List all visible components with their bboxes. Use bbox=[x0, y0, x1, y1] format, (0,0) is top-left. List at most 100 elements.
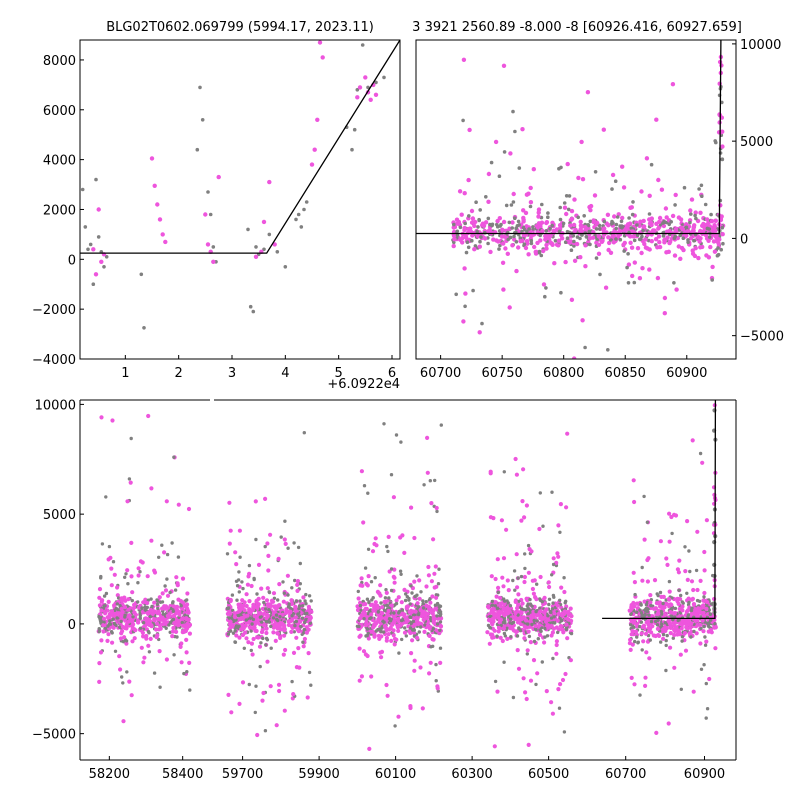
data-point-magenta bbox=[366, 574, 371, 579]
data-point-gray bbox=[419, 590, 423, 594]
data-point-magenta bbox=[521, 208, 526, 213]
data-point-gray bbox=[127, 477, 132, 481]
data-point-magenta bbox=[546, 580, 551, 585]
data-point-magenta bbox=[700, 460, 705, 465]
plot-frames-bottom bbox=[79, 398, 737, 761]
data-point-gray bbox=[629, 226, 634, 230]
data-point-gray bbox=[710, 278, 714, 282]
data-point-gray bbox=[664, 643, 668, 648]
data-point-gray bbox=[551, 621, 556, 625]
data-point-magenta bbox=[133, 628, 138, 633]
data-point-gray bbox=[303, 599, 307, 603]
data-point-gray bbox=[83, 225, 88, 229]
data-point-magenta bbox=[702, 590, 707, 596]
data-point-gray bbox=[593, 170, 598, 174]
data-point-gray bbox=[644, 603, 649, 607]
data-point-gray bbox=[566, 207, 571, 212]
data-point-gray bbox=[576, 215, 580, 220]
data-point-gray bbox=[514, 226, 518, 230]
data-point-gray bbox=[431, 627, 435, 631]
data-point-gray bbox=[438, 628, 442, 632]
data-point-magenta bbox=[632, 499, 637, 505]
data-point-magenta bbox=[119, 615, 124, 620]
data-point-magenta bbox=[680, 604, 685, 609]
data-point-magenta bbox=[100, 598, 105, 603]
data-point-magenta bbox=[263, 496, 268, 501]
data-point-magenta bbox=[184, 650, 189, 655]
data-point-gray bbox=[703, 643, 708, 647]
data-point-magenta bbox=[662, 626, 667, 631]
data-point-magenta bbox=[160, 615, 165, 620]
data-point-magenta bbox=[658, 539, 664, 544]
data-point-gray bbox=[233, 629, 237, 633]
data-point-gray bbox=[164, 626, 168, 630]
data-point-magenta bbox=[676, 601, 681, 607]
data-point-magenta bbox=[566, 609, 571, 615]
data-point-magenta bbox=[595, 220, 600, 226]
data-point-magenta bbox=[417, 596, 422, 601]
data-point-magenta bbox=[131, 606, 136, 611]
data-point-magenta bbox=[556, 554, 561, 559]
data-point-magenta bbox=[178, 644, 183, 650]
data-point-gray bbox=[530, 622, 534, 627]
data-point-magenta bbox=[386, 608, 391, 614]
data-point-gray bbox=[630, 212, 635, 217]
x-tick-top-right-label: 60900 bbox=[666, 366, 707, 381]
data-point-magenta bbox=[657, 633, 662, 639]
data-point-magenta bbox=[399, 600, 404, 605]
data-point-magenta bbox=[302, 636, 307, 642]
data-point-magenta bbox=[488, 469, 493, 474]
data-point-magenta bbox=[242, 600, 247, 605]
data-point-gray bbox=[102, 594, 107, 598]
data-point-magenta bbox=[358, 583, 363, 588]
data-point-gray bbox=[367, 393, 370, 396]
data-point-gray bbox=[661, 234, 666, 238]
data-point-gray bbox=[411, 628, 415, 632]
data-point-magenta bbox=[110, 640, 115, 645]
data-point-magenta bbox=[371, 625, 376, 630]
data-point-magenta bbox=[665, 235, 670, 240]
data-point-magenta bbox=[672, 632, 677, 638]
data-point-magenta bbox=[630, 642, 635, 647]
data-point-gray bbox=[237, 613, 241, 618]
data-point-magenta bbox=[656, 226, 661, 231]
data-point-magenta bbox=[702, 549, 707, 555]
data-point-gray bbox=[654, 619, 658, 624]
data-point-magenta bbox=[373, 621, 378, 627]
data-point-magenta bbox=[301, 644, 306, 649]
data-point-gray bbox=[510, 226, 514, 230]
data-point-magenta bbox=[283, 541, 288, 547]
data-point-gray bbox=[237, 590, 241, 594]
data-point-gray bbox=[622, 249, 626, 253]
data-point-gray bbox=[513, 588, 517, 592]
data-point-magenta bbox=[564, 505, 569, 510]
data-point-gray bbox=[514, 240, 519, 244]
data-point-magenta bbox=[160, 232, 165, 237]
data-point-gray bbox=[519, 574, 524, 579]
data-point-magenta bbox=[556, 243, 561, 248]
data-point-magenta bbox=[140, 560, 145, 565]
data-point-magenta bbox=[363, 75, 368, 80]
data-point-magenta bbox=[96, 207, 101, 212]
data-point-magenta bbox=[677, 558, 682, 563]
data-point-gray bbox=[660, 622, 664, 626]
data-point-magenta bbox=[187, 631, 192, 636]
data-point-magenta bbox=[144, 616, 149, 621]
data-point-magenta bbox=[431, 537, 436, 542]
data-point-gray bbox=[649, 603, 653, 608]
data-point-magenta bbox=[265, 586, 270, 591]
data-point-magenta bbox=[638, 219, 643, 224]
data-point-gray bbox=[109, 630, 114, 634]
data-point-magenta bbox=[261, 219, 267, 225]
data-point-magenta bbox=[132, 602, 137, 608]
data-point-gray bbox=[286, 546, 290, 550]
data-point-gray bbox=[676, 618, 680, 623]
data-point-magenta bbox=[250, 652, 255, 657]
data-point-gray bbox=[530, 604, 534, 608]
data-point-magenta bbox=[497, 216, 502, 221]
data-point-magenta bbox=[592, 193, 598, 198]
panel-top-right: 3 3921 2560.89 -8.000 -8 [60926.416, 609… bbox=[412, 20, 784, 381]
data-point-magenta bbox=[386, 613, 391, 618]
data-point-gray bbox=[269, 646, 273, 650]
